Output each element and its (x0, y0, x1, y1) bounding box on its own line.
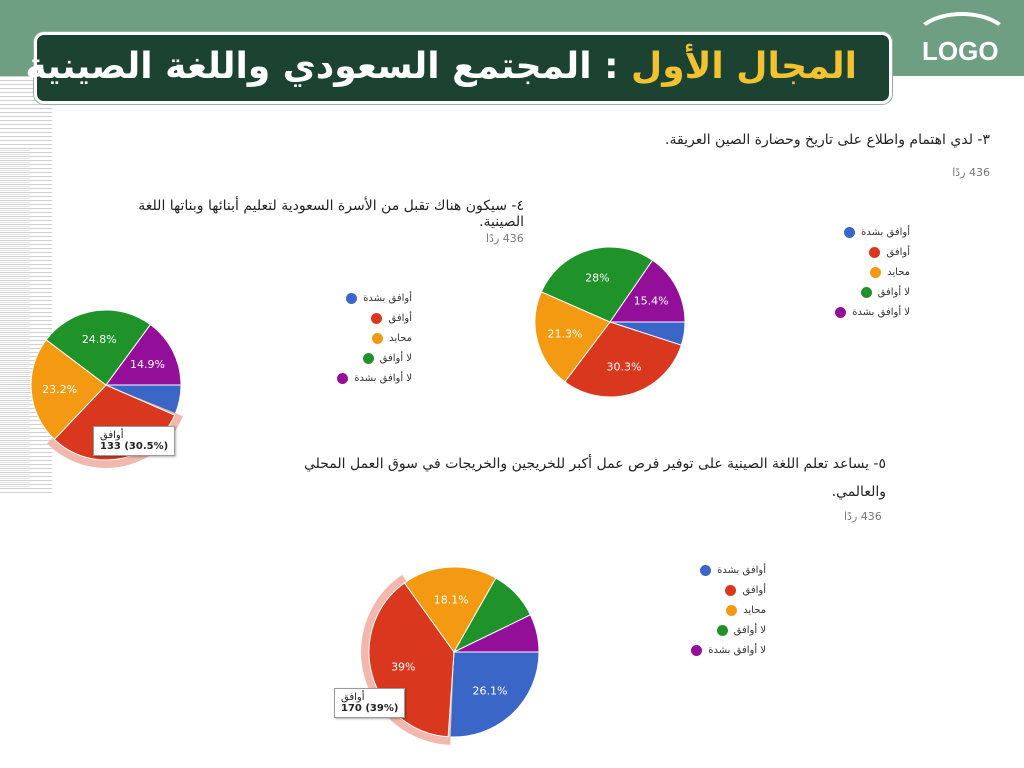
title-topic: : المجتمع السعودي واللغة الصينية (25, 46, 619, 87)
tooltip-question-5: أوافق 170 (39%) (334, 688, 406, 718)
legend-swatch (346, 292, 358, 304)
legend-label: أوافق بشدة (363, 292, 412, 304)
legend-swatch (691, 644, 703, 656)
pie-slice[interactable] (105, 323, 182, 386)
legend-swatch (337, 372, 349, 384)
pie-slice-label: 26.1% (472, 685, 507, 698)
legend-label: أوافق بشدة (861, 226, 910, 238)
tooltip-label: أوافق (100, 430, 124, 441)
legend-swatch (860, 286, 872, 298)
legend-swatch (726, 604, 738, 616)
pie-chart-question-3: 30.3% 21.3% 28% 15.4% (534, 246, 686, 398)
legend-item: أوافق بشدة (292, 288, 412, 308)
question-3: ٣- لدي اهتمام واطلاع على تاريخ وحضارة ال… (665, 132, 990, 148)
decorative-stripes-secondary (0, 150, 30, 490)
responses-count-3: 436 ردًا (952, 166, 990, 179)
legend-label: أوافق (388, 312, 412, 324)
legend-item: أوافق (646, 580, 766, 600)
legend-label: لا أوافق (733, 624, 766, 636)
legend-item: لا أوافق بشدة (292, 368, 412, 388)
legend-swatch (372, 332, 384, 344)
title-domain: المجال الأول (631, 46, 857, 87)
pie-slice-label: 28% (585, 271, 609, 284)
legend-question-5: أوافق بشدة أوافق محايد لا أوافق لا أوافق بشد… (646, 560, 766, 660)
tooltip-question-4: أوافق 133 (30.5%) (93, 426, 176, 456)
responses-count-4: 436 ردًا (486, 232, 524, 245)
logo: LOGO (922, 36, 999, 66)
legend-swatch (844, 226, 856, 238)
legend-item: أوافق (292, 308, 412, 328)
legend-question-3: أوافق بشدة أوافق محايد لا أوافق لا أوافق بشد… (790, 222, 910, 322)
legend-label: أوافق (742, 584, 766, 596)
pie-slice-label: 18.1% (434, 593, 469, 606)
legend-label: أوافق بشدة (717, 564, 766, 576)
legend-item: أوافق بشدة (646, 560, 766, 580)
pie-slice[interactable] (447, 651, 540, 738)
tooltip-value: 170 (39%) (341, 703, 399, 714)
tooltip-label: أوافق (341, 692, 365, 703)
legend-swatch (371, 312, 383, 324)
legend-label: لا أوافق (379, 352, 412, 364)
legend-swatch (700, 564, 712, 576)
legend-swatch (362, 352, 374, 364)
pie-slice[interactable] (30, 339, 107, 441)
pie-slice-label: 14.9% (130, 358, 165, 371)
pie-slice[interactable] (609, 259, 686, 323)
legend-question-4: أوافق بشدة أوافق محايد لا أوافق لا أوافق بشد… (292, 288, 412, 388)
legend-label: أوافق (886, 246, 910, 258)
legend-item: أوافق بشدة (790, 222, 910, 242)
legend-label: لا أوافق بشدة (708, 644, 766, 656)
pie-slice-label: 23.2% (42, 383, 77, 396)
legend-label: محايد (887, 266, 910, 278)
legend-label: لا أوافق بشدة (354, 372, 412, 384)
pie-slice-label: 15.4% (634, 294, 669, 307)
question-4: ٤- سيكون هناك تقبل من الأسرة السعودية لت… (138, 198, 524, 230)
title-box: المجال الأول : المجتمع السعودي واللغة ال… (25, 32, 892, 104)
legend-item: محايد (292, 328, 412, 348)
legend-swatch (835, 306, 847, 318)
pie-slice[interactable] (453, 614, 540, 653)
legend-label: محايد (389, 332, 412, 344)
pie-chart-question-5: 26.1% 39% 18.1% (361, 566, 540, 745)
legend-swatch (869, 246, 881, 258)
legend-label: لا أوافق (877, 286, 910, 298)
legend-swatch (716, 624, 728, 636)
legend-item: لا أوافق بشدة (790, 302, 910, 322)
question-5: ٥- يساعد تعلم اللغة الصينية على توفير فر… (303, 456, 886, 500)
pie-slice-label: 30.3% (606, 360, 641, 373)
page-title: المجال الأول : المجتمع السعودي واللغة ال… (25, 41, 857, 93)
tooltip-value: 133 (30.5%) (100, 441, 169, 452)
pie-slice-label: 21.3% (548, 328, 583, 341)
legend-label: محايد (743, 604, 766, 616)
legend-item: محايد (646, 600, 766, 620)
pie-chart-question-4: 23.2% 24.8% 14.9% (30, 309, 183, 468)
logo-arc (912, 12, 1012, 72)
legend-item: أوافق (790, 242, 910, 262)
legend-item: لا أوافق (790, 282, 910, 302)
pie-slice[interactable] (403, 566, 497, 653)
legend-item: لا أوافق بشدة (646, 640, 766, 660)
legend-item: محايد (790, 262, 910, 282)
pie-slice-label: 24.8% (82, 333, 117, 346)
legend-item: لا أوافق (292, 348, 412, 368)
responses-count-5: 436 ردًا (844, 510, 882, 523)
legend-swatch (725, 584, 737, 596)
pie-slice[interactable] (540, 246, 654, 323)
legend-item: لا أوافق (646, 620, 766, 640)
pie-slice-label: 39% (391, 660, 415, 673)
pie-slice[interactable] (45, 309, 152, 386)
legend-swatch (870, 266, 882, 278)
legend-label: لا أوافق بشدة (852, 306, 910, 318)
pie-slice[interactable] (564, 321, 682, 398)
